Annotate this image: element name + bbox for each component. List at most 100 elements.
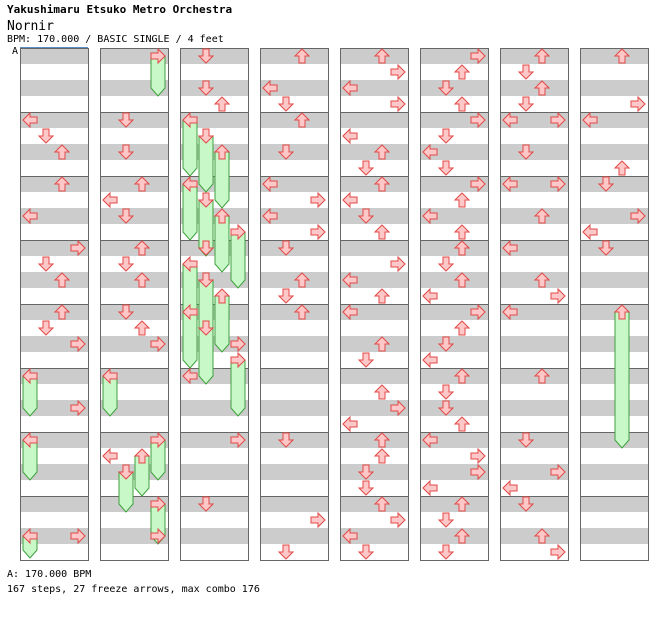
- beat-stripe: [180, 448, 248, 464]
- beat-stripe: [180, 464, 248, 480]
- chart-column: [340, 48, 409, 561]
- beat-stripe: [260, 288, 328, 304]
- beat-stripe: [420, 240, 488, 256]
- beat-stripe: [420, 400, 488, 416]
- beat-stripe: [260, 320, 328, 336]
- beat-stripe: [580, 80, 648, 96]
- beat-stripe: [500, 400, 568, 416]
- beat-stripe: [340, 208, 408, 224]
- beat-stripe: [420, 272, 488, 288]
- beat-stripe: [260, 512, 328, 528]
- beat-stripe: [420, 208, 488, 224]
- beat-stripe: [100, 288, 168, 304]
- beat-stripe: [260, 400, 328, 416]
- beat-stripe: [500, 80, 568, 96]
- beat-stripe: [100, 144, 168, 160]
- beat-stripe: [340, 288, 408, 304]
- beat-stripe: [500, 176, 568, 192]
- beat-stripe: [500, 464, 568, 480]
- beat-stripe: [260, 384, 328, 400]
- beat-stripe: [20, 336, 88, 352]
- freeze-arrow: [134, 448, 150, 497]
- freeze-arrow: [214, 208, 230, 273]
- beat-stripe: [420, 512, 488, 528]
- beat-stripe: [100, 256, 168, 272]
- beat-stripe: [20, 208, 88, 224]
- column-border: [260, 48, 329, 561]
- beat-stripe: [260, 304, 328, 320]
- column-border: [420, 48, 489, 561]
- song-title: Nornir: [7, 19, 54, 34]
- beat-stripe: [100, 272, 168, 288]
- beat-stripe: [340, 304, 408, 320]
- beat-stripe: [20, 176, 88, 192]
- beat-stripe: [420, 144, 488, 160]
- beat-stripe: [500, 304, 568, 320]
- beat-stripe: [340, 160, 408, 176]
- beat-stripe: [180, 528, 248, 544]
- beat-stripe: [20, 80, 88, 96]
- freeze-arrow: [150, 48, 166, 97]
- column-border: [500, 48, 569, 561]
- beat-stripe: [20, 416, 88, 432]
- beat-stripe: [340, 112, 408, 128]
- beat-stripe: [20, 512, 88, 528]
- beat-stripe: [340, 144, 408, 160]
- beat-stripe: [580, 256, 648, 272]
- beat-stripe: [420, 224, 488, 240]
- beat-stripe: [580, 192, 648, 208]
- beat-stripe: [500, 416, 568, 432]
- beat-stripe: [180, 544, 248, 560]
- beat-stripe: [100, 208, 168, 224]
- bpm-summary: A: 170.000 BPM: [7, 569, 92, 580]
- beat-stripe: [340, 512, 408, 528]
- beat-stripe: [20, 320, 88, 336]
- chart-column: [100, 48, 169, 561]
- beat-stripe: [100, 192, 168, 208]
- beat-stripe: [20, 304, 88, 320]
- beat-stripe: [580, 320, 648, 336]
- beat-stripe: [580, 128, 648, 144]
- beat-stripe: [260, 176, 328, 192]
- beat-stripe: [420, 432, 488, 448]
- beat-stripe: [500, 448, 568, 464]
- beat-stripe: [420, 544, 488, 560]
- beat-stripe: [420, 368, 488, 384]
- beat-stripe: [500, 112, 568, 128]
- beat-stripe: [100, 224, 168, 240]
- beat-stripe: [420, 128, 488, 144]
- beat-stripe: [420, 64, 488, 80]
- beat-stripe: [260, 112, 328, 128]
- beat-stripe: [500, 352, 568, 368]
- beat-stripe: [260, 544, 328, 560]
- beat-stripe: [260, 480, 328, 496]
- chart-column: [260, 48, 329, 561]
- beat-stripe: [420, 112, 488, 128]
- column-border: [180, 48, 249, 561]
- beat-stripe: [420, 256, 488, 272]
- beat-stripe: [500, 336, 568, 352]
- beat-stripe: [260, 240, 328, 256]
- beat-stripe: [260, 256, 328, 272]
- beat-stripe: [180, 496, 248, 512]
- freeze-arrow: [198, 128, 214, 193]
- freeze-arrow: [118, 464, 134, 513]
- beat-stripe: [580, 208, 648, 224]
- beat-stripe: [420, 416, 488, 432]
- beat-stripe: [420, 480, 488, 496]
- beat-stripe: [420, 336, 488, 352]
- beat-stripe: [260, 432, 328, 448]
- beat-stripe: [340, 176, 408, 192]
- beat-stripe: [180, 96, 248, 112]
- beat-stripe: [500, 192, 568, 208]
- beat-stripe: [580, 448, 648, 464]
- beat-stripe: [420, 448, 488, 464]
- beat-stripe: [20, 352, 88, 368]
- beat-stripe: [420, 304, 488, 320]
- beat-stripe: [100, 176, 168, 192]
- beat-stripe: [500, 160, 568, 176]
- freeze-arrow: [22, 432, 38, 481]
- beat-stripe: [500, 128, 568, 144]
- beat-stripe: [340, 240, 408, 256]
